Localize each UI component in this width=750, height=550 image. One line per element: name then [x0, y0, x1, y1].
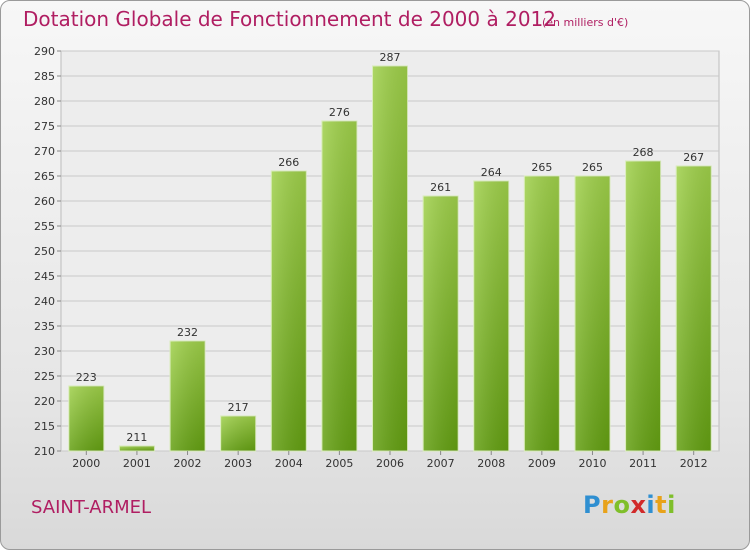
- y-tick-label: 255: [34, 220, 55, 233]
- y-tick-label: 265: [34, 170, 55, 183]
- bar-shade-2005: [321, 121, 357, 451]
- x-tick-label-2012: 2012: [680, 457, 708, 470]
- logo-letter: P: [583, 491, 602, 519]
- y-tick-label: 285: [34, 70, 55, 83]
- commune-name: SAINT-ARMEL: [31, 497, 152, 518]
- bars: [68, 65, 712, 452]
- y-axis-ticks: 210 215 220 225 230 235 240 245 250 255 260 265 270 2…: [34, 45, 61, 458]
- bar-shade-2002: [170, 341, 206, 451]
- x-tick-label-2000: 2000: [72, 457, 100, 470]
- logo-letter: i: [646, 491, 656, 519]
- y-tick-label: 245: [34, 270, 55, 283]
- y-tick-label: 250: [34, 245, 55, 258]
- y-tick-label: 260: [34, 195, 55, 208]
- x-tick-label-2004: 2004: [275, 457, 303, 470]
- bar-shade-2007: [423, 196, 459, 451]
- data-label-2006: 287: [380, 51, 401, 64]
- x-tick-label-2001: 2001: [123, 457, 151, 470]
- bar-shade-2006: [372, 66, 408, 451]
- x-tick-label-2009: 2009: [528, 457, 556, 470]
- chart-subtitle: (en milliers d'€): [542, 16, 629, 29]
- bar-shade-2009: [524, 176, 560, 451]
- data-label-2009: 265: [531, 161, 552, 174]
- logo-letter: o: [613, 491, 631, 519]
- y-tick-label: 210: [34, 445, 55, 458]
- x-tick-label-2006: 2006: [376, 457, 404, 470]
- data-label-2011: 268: [633, 146, 654, 159]
- data-label-2012: 267: [683, 151, 704, 164]
- logo-letter: i: [667, 491, 676, 519]
- bar-shade-2011: [625, 161, 661, 451]
- y-tick-label: 225: [34, 370, 55, 383]
- data-label-2002: 232: [177, 326, 198, 339]
- x-tick-label-2005: 2005: [325, 457, 353, 470]
- x-tick-label-2008: 2008: [477, 457, 505, 470]
- data-label-2001: 211: [126, 431, 147, 444]
- y-tick-label: 290: [34, 45, 55, 58]
- logo-letter: x: [630, 491, 647, 519]
- data-labels: 223 211 232 217 266 276 287 261 264 265 265 268 267: [76, 51, 704, 444]
- x-tick-label-2010: 2010: [578, 457, 606, 470]
- bar-shade-2004: [271, 171, 307, 451]
- x-tick-label-2002: 2002: [174, 457, 202, 470]
- data-label-2004: 266: [278, 156, 299, 169]
- x-tick-label-2011: 2011: [629, 457, 657, 470]
- y-tick-label: 230: [34, 345, 55, 358]
- y-tick-label: 280: [34, 95, 55, 108]
- data-label-2005: 276: [329, 106, 350, 119]
- bar-shade-2000: [68, 386, 104, 451]
- proxiti-logo: Proxiti: [583, 491, 676, 519]
- logo-letter: t: [655, 491, 668, 519]
- y-tick-label: 215: [34, 420, 55, 433]
- chart-title: Dotation Globale de Fonctionnement de 20…: [23, 7, 556, 31]
- data-label-2003: 217: [228, 401, 249, 414]
- bar-shade-2003: [220, 416, 256, 451]
- data-label-2007: 261: [430, 181, 451, 194]
- x-tick-label-2007: 2007: [427, 457, 455, 470]
- logo-letter: r: [601, 491, 614, 519]
- bar-shade-2008: [473, 181, 509, 451]
- x-tick-label-2003: 2003: [224, 457, 252, 470]
- data-label-2010: 265: [582, 161, 603, 174]
- bar-shade-2001: [119, 446, 155, 451]
- data-label-2000: 223: [76, 371, 97, 384]
- bar-shade-2010: [574, 176, 610, 451]
- y-tick-label: 235: [34, 320, 55, 333]
- x-axis-ticks: 2000 2001 2002 2003 2004 2005 2006 2007 2008 2009…: [72, 451, 708, 470]
- y-tick-label: 275: [34, 120, 55, 133]
- y-tick-label: 270: [34, 145, 55, 158]
- bar-shade-2012: [676, 166, 712, 451]
- data-label-2008: 264: [481, 166, 502, 179]
- y-tick-label: 220: [34, 395, 55, 408]
- y-tick-label: 240: [34, 295, 55, 308]
